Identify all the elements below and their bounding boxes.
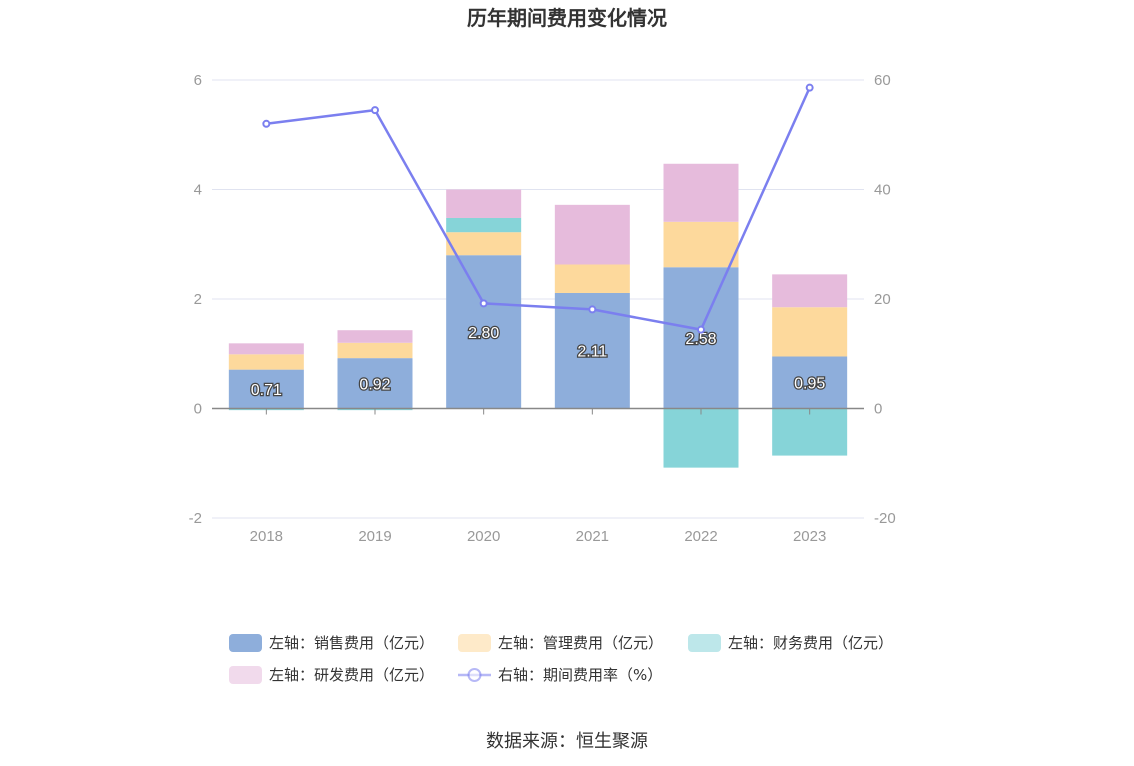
left-axis-tick-label: -2 [189, 510, 202, 527]
category-label: 2019 [358, 528, 391, 545]
bar-segment [446, 217, 522, 233]
bar-segment [663, 408, 739, 468]
bar-segment [337, 330, 413, 343]
bar-segment [663, 163, 739, 222]
bar-layer [228, 163, 848, 468]
rate-point [479, 299, 488, 308]
legend-swatch [688, 634, 721, 652]
legend-label: 左轴：管理费用（亿元） [498, 634, 663, 652]
legend-label: 左轴：研发费用（亿元） [269, 666, 434, 684]
bar-segment [228, 354, 304, 370]
legend-swatch [229, 666, 262, 684]
data-source: 数据来源：恒生聚源 [486, 731, 648, 752]
category-label: 2022 [684, 528, 717, 545]
bar-segment [446, 189, 522, 218]
left-axis-tick-label: 6 [194, 72, 202, 89]
category-label: 2018 [250, 528, 283, 545]
left-axis-tick-label: 2 [194, 291, 202, 308]
left-axis-tick-label: 4 [194, 182, 202, 199]
line-layer [262, 83, 814, 334]
bar-segment [446, 232, 522, 256]
category-label: 2021 [576, 528, 609, 545]
bar-segment [228, 343, 304, 355]
bar-segment [446, 255, 522, 409]
category-label: 2023 [793, 528, 826, 545]
bar-segment [772, 408, 848, 456]
bar-segment [554, 204, 630, 265]
bar-data-label: 0.71 [251, 382, 282, 399]
bar-segment [337, 342, 413, 359]
legend-swatch-marker [467, 668, 482, 682]
chart-title: 历年期间费用变化情况 [467, 6, 667, 30]
label-layer: 0.71 0.92 2.80 2.11 2.58 0.95 [250, 324, 827, 401]
bar-data-label: 2.58 [685, 331, 716, 348]
bar-segment [772, 307, 848, 357]
rate-point [805, 83, 814, 92]
bar-segment [554, 264, 630, 293]
category-label: 2020 [467, 528, 500, 545]
legend-swatch [458, 634, 491, 652]
bar-segment [663, 267, 739, 409]
grid-layer [212, 79, 864, 519]
bar-segment [772, 274, 848, 308]
legend-label: 左轴：财务费用（亿元） [728, 634, 893, 652]
bar-data-label: 0.92 [359, 376, 390, 393]
bar-segment [772, 356, 848, 409]
rate-point [262, 119, 271, 128]
bar-data-label: 0.95 [794, 375, 825, 392]
rate-point [371, 106, 379, 115]
bar-data-label: 2.80 [468, 325, 499, 342]
legend-label: 左轴：销售费用（亿元） [269, 634, 434, 652]
bar-segment [663, 221, 739, 268]
rate-point [588, 305, 597, 314]
bar-segment [337, 358, 413, 409]
right-axis-tick-label: 0 [874, 401, 882, 418]
right-axis-tick-label: 40 [874, 182, 891, 199]
legend-label: 右轴：期间费用率（%） [498, 666, 662, 684]
rate-line [266, 87, 811, 332]
legend-swatch [229, 634, 262, 652]
legend: 左轴：销售费用（亿元） 左轴：管理费用（亿元） 左轴：财务费用（亿元） 左轴：研发费用… [229, 634, 893, 684]
right-axis-tick-label: 20 [874, 291, 891, 308]
left-axis-tick-label: 0 [194, 401, 202, 418]
bar-segment [228, 369, 304, 409]
right-axis-tick-label: 60 [874, 72, 891, 89]
bar-data-label: 2.11 [577, 344, 607, 361]
right-axis-tick-label: -20 [874, 510, 896, 527]
rate-point [697, 325, 705, 334]
